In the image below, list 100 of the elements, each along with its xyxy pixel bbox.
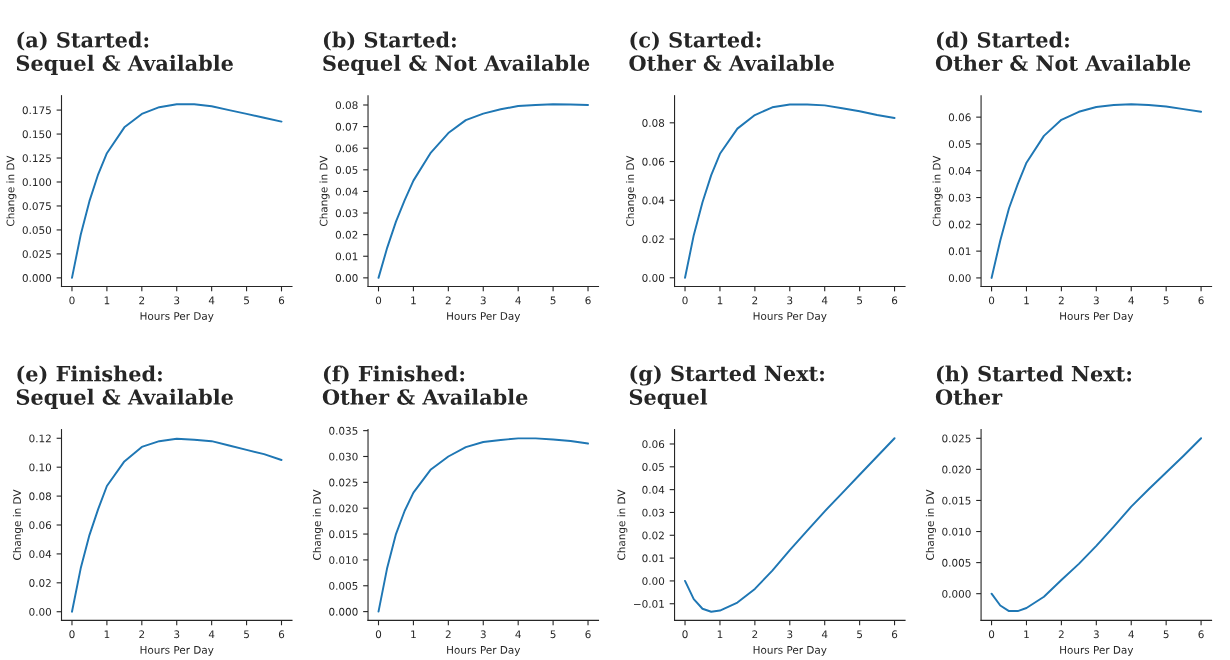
- y-tick-label: 0.020: [942, 465, 971, 474]
- y-tick-label: 0.04: [29, 550, 52, 559]
- y-tick-label: 0.02: [335, 230, 358, 239]
- chart-title: (d) Started: Other & Not Available: [935, 31, 1191, 71]
- y-tick-label: 0.075: [22, 202, 51, 211]
- x-tick-label: 0: [69, 296, 75, 305]
- y-axis-title: Change in DV: [925, 489, 936, 560]
- x-tick-label: 4: [821, 630, 828, 639]
- x-tick-label: 5: [550, 630, 556, 639]
- x-tick-label: 2: [445, 630, 451, 639]
- y-tick-label: 0.08: [642, 119, 665, 127]
- x-tick-label: 6: [891, 630, 898, 639]
- y-tick-label: 0.06: [642, 440, 665, 449]
- x-tick-label: 1: [104, 296, 110, 305]
- x-tick-label: 5: [857, 296, 863, 305]
- x-tick-label: 5: [244, 296, 249, 305]
- x-axis-title: Hours Per Day: [753, 646, 827, 656]
- y-axis-title: Change in DV: [626, 155, 637, 226]
- y-tick-label: 0.01: [335, 252, 358, 261]
- x-axis-title: Hours Per Day: [447, 312, 521, 322]
- x-tick-label: 2: [752, 296, 758, 305]
- x-tick-label: 3: [480, 630, 486, 639]
- y-tick-label: 0.030: [329, 452, 358, 461]
- y-tick-label: 0.05: [335, 166, 358, 174]
- y-tick-label: 0.035: [329, 426, 358, 435]
- y-axis-title: Change in DV: [12, 489, 24, 560]
- x-axis-title: Hours Per Day: [1060, 646, 1134, 656]
- x-tick-label: 0: [375, 630, 382, 639]
- x-axis-title: Hours Per Day: [753, 312, 827, 322]
- x-tick-label: 3: [787, 630, 793, 639]
- y-axis-title: Change in DV: [319, 155, 330, 226]
- chart-title: (h) Started Next: Other: [935, 365, 1132, 405]
- y-tick-label: 0.02: [29, 579, 51, 587]
- x-tick-label: 3: [174, 296, 180, 305]
- x-tick-label: 4: [208, 630, 215, 639]
- x-tick-label: 2: [1058, 296, 1064, 305]
- y-tick-label: 0.06: [948, 113, 971, 122]
- x-tick-label: 0: [375, 296, 382, 305]
- line-series: [377, 437, 589, 613]
- x-tick-label: 2: [139, 630, 145, 639]
- y-tick-label: 0.01: [948, 247, 971, 256]
- line-series: [71, 103, 283, 279]
- x-tick-label: 5: [244, 630, 249, 639]
- y-tick-label: 0.03: [642, 508, 664, 517]
- x-tick-label: 0: [682, 296, 688, 305]
- x-tick-label: 4: [1128, 630, 1134, 639]
- x-tick-label: 1: [411, 630, 416, 639]
- y-tick-label: 0.06: [29, 521, 52, 530]
- x-tick-label: 4: [821, 296, 828, 305]
- x-tick-label: 0: [682, 630, 688, 639]
- x-tick-label: 0: [988, 630, 995, 639]
- chart-title: (f) Finished: Other & Available: [322, 365, 528, 405]
- x-tick-label: 6: [1198, 296, 1204, 305]
- y-tick-label: 0.08: [335, 101, 358, 110]
- x-axis-title: Hours Per Day: [140, 646, 214, 656]
- x-tick-label: 1: [1024, 630, 1029, 639]
- x-axis-title: Hours Per Day: [1060, 312, 1134, 322]
- y-tick-label: 0.04: [642, 485, 665, 494]
- y-tick-label: 0.010: [942, 527, 971, 536]
- x-tick-label: 4: [208, 296, 215, 305]
- x-tick-label: 0: [69, 630, 75, 639]
- y-axis-title: Change in DV: [617, 489, 628, 560]
- y-tick-label: 0.06: [642, 157, 665, 166]
- y-tick-label: 0.00: [335, 274, 358, 282]
- chart-title: (a) Started: Sequel & Available: [16, 31, 233, 76]
- y-tick-label: 0.025: [22, 250, 51, 259]
- y-tick-label: −0.01: [634, 599, 664, 608]
- chart-title: (g) Started Next: Sequel: [629, 365, 824, 409]
- x-tick-label: 1: [717, 296, 723, 305]
- y-tick-label: 0.00: [29, 607, 52, 616]
- y-tick-label: 0.100: [22, 178, 52, 187]
- x-tick-label: 3: [1093, 296, 1099, 305]
- y-tick-label: 0.04: [335, 187, 358, 196]
- y-tick-label: 0.03: [335, 209, 358, 218]
- y-tick-label: 0.05: [642, 463, 664, 471]
- y-tick-label: 0.125: [22, 154, 51, 163]
- y-tick-label: 0.12: [29, 434, 51, 443]
- x-tick-label: 3: [480, 296, 486, 305]
- x-tick-label: 1: [104, 630, 110, 639]
- x-tick-label: 0: [988, 296, 995, 305]
- y-tick-label: 0.050: [22, 226, 52, 235]
- y-tick-label: 0.015: [329, 530, 358, 539]
- x-tick-label: 2: [445, 296, 451, 305]
- x-tick-label: 6: [278, 296, 285, 305]
- line-series: [71, 437, 283, 613]
- chart-title: (b) Started: Sequel & Not Available: [323, 31, 590, 76]
- x-tick-label: 6: [585, 630, 591, 639]
- y-tick-label: 0.150: [22, 130, 52, 139]
- y-tick-label: 0.000: [329, 607, 358, 616]
- y-axis-title: Change in DV: [6, 155, 17, 226]
- y-tick-label: 0.00: [948, 274, 971, 283]
- x-tick-label: 6: [891, 296, 898, 305]
- x-tick-label: 4: [515, 630, 521, 639]
- y-axis-title: Change in DV: [932, 155, 943, 226]
- y-tick-label: 0.05: [948, 140, 971, 149]
- line-series: [377, 103, 589, 279]
- y-tick-label: 0.04: [948, 166, 971, 175]
- y-tick-label: 0.020: [329, 504, 358, 513]
- y-tick-label: 0.015: [942, 496, 971, 505]
- y-tick-label: 0.005: [942, 558, 971, 567]
